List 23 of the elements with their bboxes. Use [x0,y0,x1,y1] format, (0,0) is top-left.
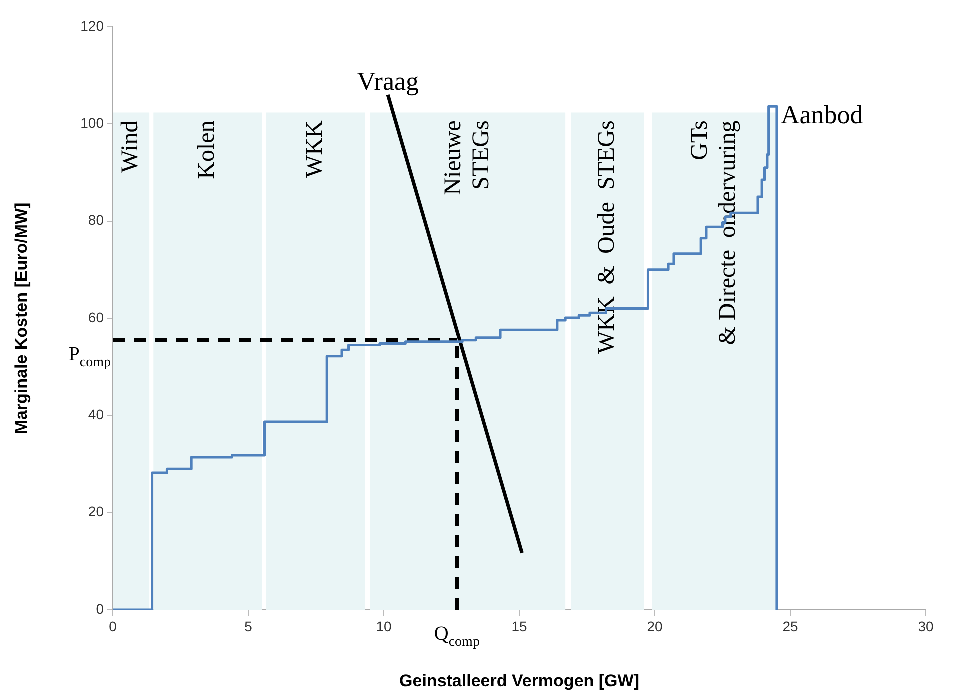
x-tick-label: 25 [782,618,798,634]
y-tick-label: 40 [88,406,104,423]
band-label: WKK [302,120,328,178]
x-tick-label: 30 [918,618,934,634]
series-label: Vraag [357,67,420,96]
x-tick-label: 10 [376,618,392,634]
y-tick-label: 20 [88,504,104,520]
y-tick-label: 100 [80,115,104,132]
y-tick-label: 60 [88,309,104,326]
y-tick-label: 0 [96,600,104,617]
x-tick-label: 5 [244,618,253,634]
band-label: Nieuwe STEGs [440,120,494,196]
band-label: GTs & Directe ondervuring [686,120,741,346]
band-label: Kolen [194,120,220,180]
x-axis-title: Geinstalleerd Vermogen [GW] [400,671,640,690]
x-tick-label: 0 [109,618,118,634]
x-tick-label: 15 [512,618,528,634]
x-tick-label: 20 [647,618,663,634]
band-label: Wind [118,120,144,174]
series-label: Aanbod [780,100,864,130]
y-tick-label: 80 [88,212,104,228]
y-axis-title: Marginale Kosten [Euro/MW] [12,202,31,434]
y-tick-label: 120 [80,18,104,34]
